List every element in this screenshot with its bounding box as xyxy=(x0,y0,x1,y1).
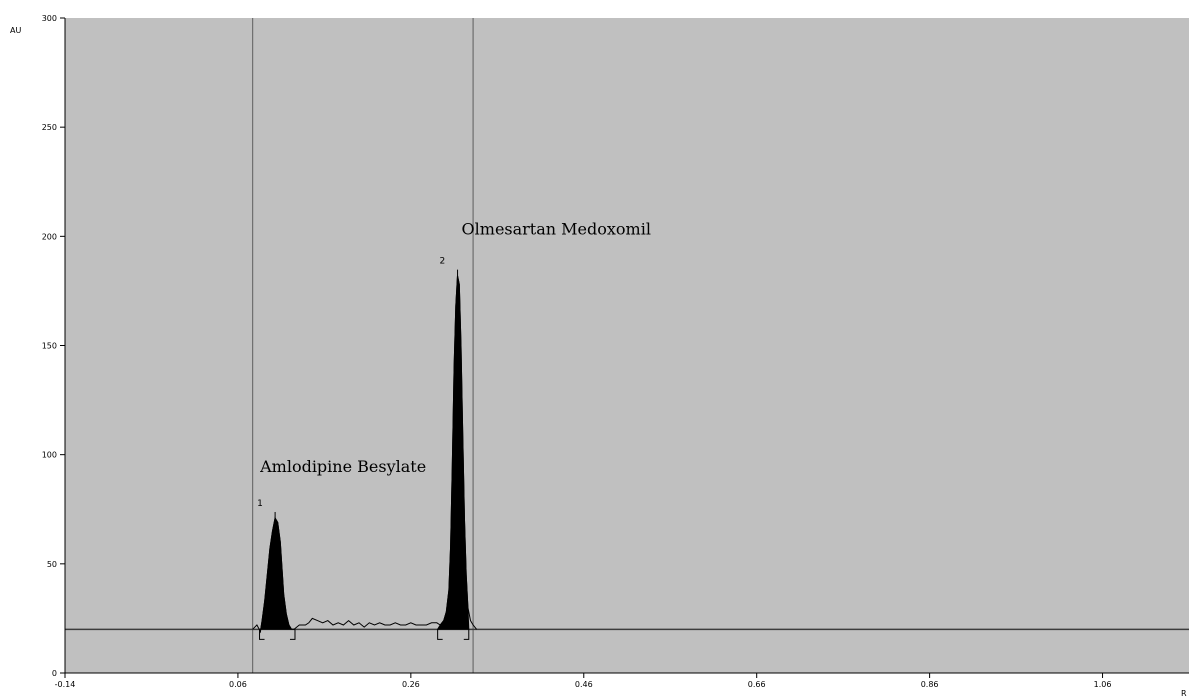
peak-1-end-bracket xyxy=(289,629,296,640)
peak-1-start-bracket xyxy=(259,629,265,640)
peak-2-end-bracket xyxy=(463,629,470,640)
x-tick-label: 0.06 xyxy=(229,680,247,689)
peak-brackets xyxy=(259,269,470,640)
y-tick-label: 200 xyxy=(42,232,57,241)
peak-number-1: 1 xyxy=(257,499,263,509)
y-tick-label: 300 xyxy=(42,14,57,23)
peak-2-start-bracket xyxy=(437,629,443,640)
vertical-markers xyxy=(252,18,474,673)
x-tick-label: 0.66 xyxy=(748,680,766,689)
peak-name-2: Olmesartan Medoxomil xyxy=(462,220,651,239)
x-tick-label: 0.46 xyxy=(575,680,593,689)
chromatogram-trace xyxy=(252,275,477,634)
axes: 0 50 100 150 200 250 300 -0.14 0.06 0.26 0.46 0.66 0… xyxy=(42,14,1189,689)
x-tick-label: -0.14 xyxy=(55,680,76,689)
peak-name-1: Amlodipine Besylate xyxy=(259,457,426,476)
x-tick-label: 0.86 xyxy=(921,680,939,689)
x-tick-label: 1.06 xyxy=(1094,680,1112,689)
y-tick-label: 100 xyxy=(42,451,57,460)
plot-area xyxy=(65,18,1189,673)
y-axis-label: AU xyxy=(10,26,21,35)
x-tick-label: 0.26 xyxy=(402,680,420,689)
y-tick-label: 0 xyxy=(52,669,57,678)
y-tick-label: 150 xyxy=(42,342,57,351)
peak-number-2: 2 xyxy=(440,257,446,267)
y-tick-label: 250 xyxy=(42,123,57,132)
peak-labels: 1 Amlodipine Besylate 2 Olmesartan Medoxomi… xyxy=(257,220,651,509)
x-axis-unit-label: R xyxy=(1181,689,1187,697)
y-tick-label: 50 xyxy=(47,560,57,569)
